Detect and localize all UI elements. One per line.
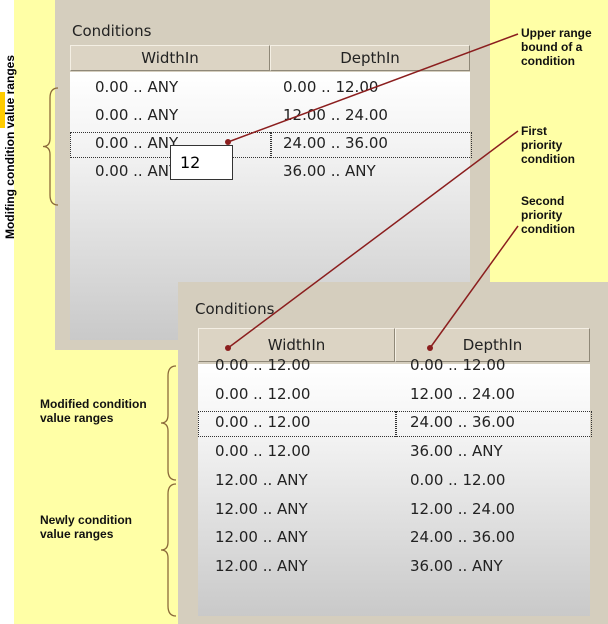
table-cell: 36.00 .. ANY <box>410 442 503 461</box>
column-header[interactable]: WidthIn <box>70 45 270 71</box>
table-cell: 24.00 .. 36.00 <box>410 413 515 432</box>
focus-cell <box>198 411 397 438</box>
table-cell: 12.00 .. ANY <box>215 528 308 547</box>
table-row[interactable]: 0.00 .. ANY 12.00 .. 24.00 <box>70 104 470 128</box>
table-row[interactable]: 0.00 .. 12.00 36.00 .. ANY <box>198 440 590 464</box>
table-cell: 12.00 .. ANY <box>215 499 308 518</box>
table-cell: 0.00 .. 12.00 <box>410 470 506 489</box>
table-row[interactable]: 12.00 .. ANY 24.00 .. 36.00 <box>198 526 590 550</box>
table-cell: 0.00 .. ANY <box>95 106 179 124</box>
marker <box>0 92 5 128</box>
table-cell: 0.00 .. 12.00 <box>215 442 311 461</box>
table-cell: 0.00 .. 12.00 <box>215 413 311 432</box>
table-cell: 0.00 .. 12.00 <box>410 356 506 374</box>
side-label: Modifing condition value ranges <box>3 55 17 240</box>
table-cell: 12.00 .. ANY <box>215 556 308 575</box>
conditions-panel: Conditions WidthIn DepthIn 0.00 .. 12.00 0.0… <box>178 282 608 624</box>
table-cell: 12.00 .. 24.00 <box>410 499 515 518</box>
callout: Second priority condition <box>521 194 575 236</box>
callout: First priority condition <box>521 124 575 166</box>
table-cell: 0.00 .. ANY <box>95 134 179 152</box>
table-cell: 12.00 .. 24.00 <box>283 106 388 124</box>
table-cell: 36.00 .. ANY <box>410 556 503 575</box>
panel-title: Conditions <box>72 22 152 40</box>
table-row[interactable]: 0.00 .. 12.00 12.00 .. 24.00 <box>198 383 590 407</box>
panel-title: Conditions <box>195 300 275 318</box>
table-body: 0.00 .. 12.00 0.00 .. 12.00 0.00 .. 12.00 1… <box>198 356 592 616</box>
focus-cell <box>395 411 592 438</box>
table-row[interactable]: 12.00 .. ANY 12.00 .. 24.00 <box>198 498 590 522</box>
table-row[interactable]: 0.00 .. ANY 36.00 .. ANY <box>70 160 470 184</box>
table-cell: 0.00 .. ANY <box>95 78 179 96</box>
table-row[interactable]: 0.00 .. ANY 0.00 .. 12.00 <box>70 76 470 100</box>
table-cell: 24.00 .. 36.00 <box>410 528 515 547</box>
table-cell: 12.00 .. 24.00 <box>410 384 515 403</box>
focus-cell <box>270 132 472 158</box>
table-cell: 36.00 .. ANY <box>283 162 376 180</box>
table-row[interactable]: 12.00 .. ANY 0.00 .. 12.00 <box>198 469 590 493</box>
callout: Upper range bound of a condition <box>521 26 592 68</box>
table-row[interactable]: 0.00 .. 12.00 24.00 .. 36.00 <box>198 411 592 438</box>
group-label: Newly condition value ranges <box>40 513 133 541</box>
table-cell: 0.00 .. 12.00 <box>283 78 379 96</box>
table-row[interactable]: 0.00 .. ANY 24.00 .. 36.00 <box>70 132 472 158</box>
table-cell: 12.00 .. ANY <box>215 470 308 489</box>
table-cell: 0.00 .. 12.00 <box>215 384 311 403</box>
table-row[interactable]: 0.00 .. 12.00 0.00 .. 12.00 <box>198 354 590 378</box>
table-row[interactable]: 12.00 .. ANY 36.00 .. ANY <box>198 555 590 579</box>
table-cell: 0.00 .. ANY <box>95 162 179 180</box>
value-editor[interactable]: 12 <box>170 145 233 180</box>
group-label: Modified condition value ranges <box>40 397 147 425</box>
table-cell: 0.00 .. 12.00 <box>215 356 311 374</box>
column-header[interactable]: DepthIn <box>270 45 470 71</box>
